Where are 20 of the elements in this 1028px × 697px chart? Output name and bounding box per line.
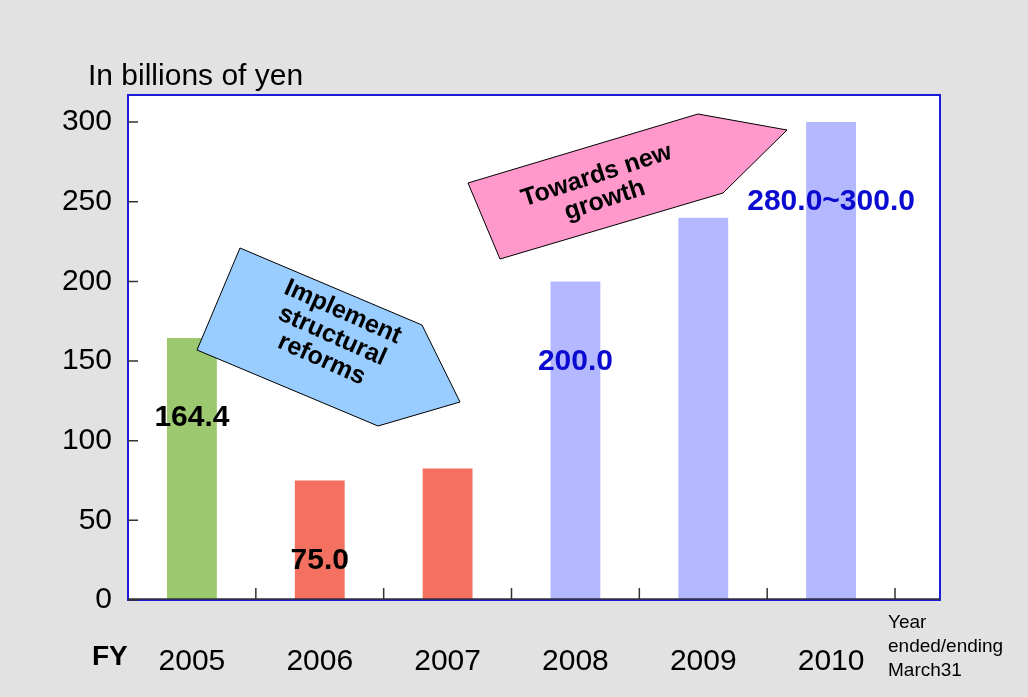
y-tick-label: 250 — [61, 183, 112, 216]
bar — [422, 468, 473, 600]
y-tick-label: 0 — [95, 581, 112, 615]
x-tick-label: 2010 — [797, 643, 865, 677]
y-tick-label: 50 — [78, 501, 112, 535]
data-label: 280.0~300.0 — [747, 183, 915, 217]
x-tick-label: 2009 — [669, 643, 737, 677]
y-tick-label: 200 — [61, 262, 112, 296]
y-tick-label: 100 — [61, 421, 112, 455]
x-axis-title: FY — [92, 640, 128, 672]
x-tick-label: 2007 — [414, 643, 481, 677]
y-tick-label: 300 — [61, 103, 112, 137]
x-tick-label: 2006 — [286, 643, 354, 677]
x-tick-label: 2008 — [542, 643, 609, 677]
text: Year ended/ending March31 — [888, 610, 1005, 682]
bar — [678, 217, 729, 600]
data-label: 200.0 — [537, 342, 613, 376]
x-tick-label: 2005 — [158, 643, 226, 677]
y-axis-title: In billions of yen — [88, 58, 304, 92]
y-tick-label: 150 — [61, 342, 112, 376]
